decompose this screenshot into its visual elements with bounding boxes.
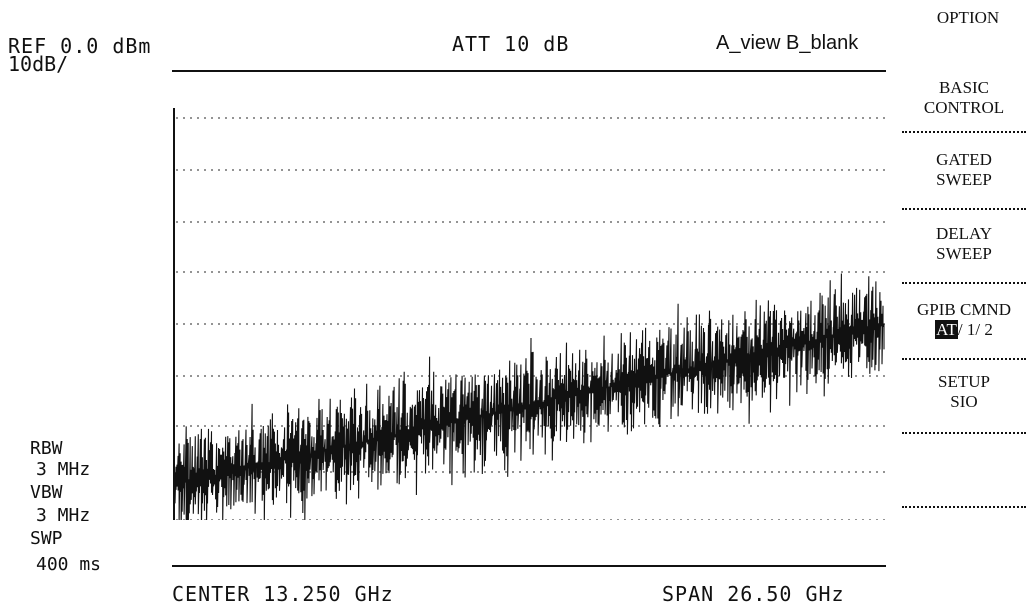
menu-title: OPTION (936, 8, 1000, 27)
sweep-time-value: 400 ms (36, 554, 102, 575)
softkey-menu: OPTION BASIC CONTROL GATED SWEEP DELAY S… (900, 0, 1029, 611)
trace-view-mode: A_view B_blank (716, 32, 859, 54)
softkey-divider (902, 131, 1026, 133)
softkey-blank[interactable] (902, 450, 1026, 506)
softkey-basic-control[interactable]: BASIC CONTROL (902, 78, 1026, 118)
softkey-delay-sweep[interactable]: DELAY SWEEP (902, 224, 1026, 264)
spectrum-trace-display (173, 108, 886, 520)
softkey-label: CONTROL (923, 98, 1005, 117)
softkey-divider (902, 282, 1026, 284)
softkey-divider (902, 506, 1026, 508)
frequency-span: SPAN 26.50 GHz (662, 582, 845, 606)
softkey-label: GATED (936, 150, 992, 169)
vbw-label: VBW (30, 482, 63, 503)
softkey-divider (902, 432, 1026, 434)
rbw-value: 3 MHz (36, 459, 91, 480)
softkey-label: GPIB CMND (917, 300, 1011, 319)
vbw-value: 3 MHz (36, 505, 91, 526)
rbw-label: RBW (30, 438, 63, 459)
softkey-label: SIO (950, 392, 978, 411)
softkey-label: SWEEP (936, 170, 992, 189)
center-frequency: CENTER 13.250 GHz (172, 582, 394, 606)
gpib-mode-options: / 1/ 2 (957, 320, 993, 339)
graticule-top-border (172, 70, 886, 72)
gpib-mode-selected: AT (935, 320, 958, 339)
softkey-gpib-command[interactable]: GPIB CMND AT/ 1/ 2 (902, 300, 1026, 340)
softkey-label: BASIC (938, 78, 990, 97)
sweep-time-label: SWP (30, 528, 63, 549)
softkey-label: DELAY (935, 224, 993, 243)
softkey-label: SETUP (938, 372, 990, 391)
softkey-gated-sweep[interactable]: GATED SWEEP (902, 150, 1026, 190)
softkey-divider (902, 358, 1026, 360)
softkey-setup-sio[interactable]: SETUP SIO (902, 372, 1026, 412)
spectrum-trace (173, 273, 885, 520)
softkey-label: SWEEP (936, 244, 992, 263)
attenuation-readout: ATT 10 dB (452, 32, 570, 56)
graticule-bottom-border (172, 565, 886, 567)
scale-per-division: 10dB/ (8, 52, 69, 76)
softkey-divider (902, 208, 1026, 210)
reference-level: REF 0.0 dBm (8, 34, 152, 58)
